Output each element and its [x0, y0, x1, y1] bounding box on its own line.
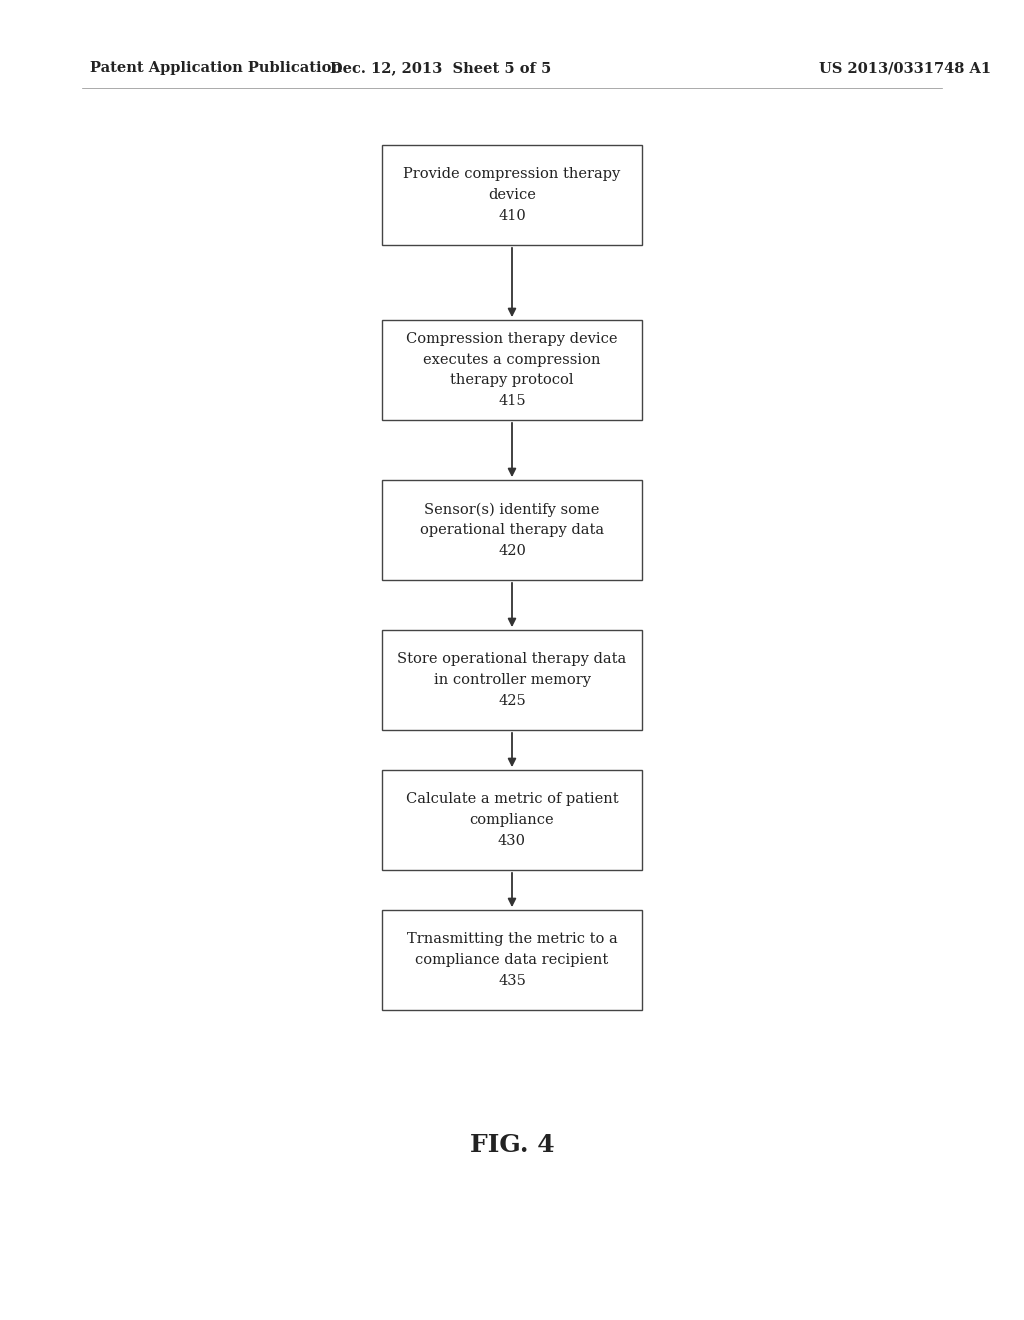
Text: Store operational therapy data
in controller memory
425: Store operational therapy data in contro…: [397, 652, 627, 708]
Bar: [382, 480, 642, 579]
Bar: [382, 909, 642, 1010]
Text: Calculate a metric of patient
compliance
430: Calculate a metric of patient compliance…: [406, 792, 618, 847]
Text: Sensor(s) identify some
operational therapy data
420: Sensor(s) identify some operational ther…: [420, 502, 604, 558]
Text: Trnasmitting the metric to a
compliance data recipient
435: Trnasmitting the metric to a compliance …: [407, 932, 617, 987]
Bar: [382, 630, 642, 730]
Bar: [382, 145, 642, 246]
Text: US 2013/0331748 A1: US 2013/0331748 A1: [819, 61, 991, 75]
Text: Provide compression therapy
device
410: Provide compression therapy device 410: [403, 168, 621, 223]
Text: Dec. 12, 2013  Sheet 5 of 5: Dec. 12, 2013 Sheet 5 of 5: [330, 61, 551, 75]
Text: FIG. 4: FIG. 4: [470, 1133, 554, 1158]
Bar: [382, 770, 642, 870]
Text: Patent Application Publication: Patent Application Publication: [90, 61, 342, 75]
Text: Compression therapy device
executes a compression
therapy protocol
415: Compression therapy device executes a co…: [407, 333, 617, 408]
Bar: [382, 319, 642, 420]
